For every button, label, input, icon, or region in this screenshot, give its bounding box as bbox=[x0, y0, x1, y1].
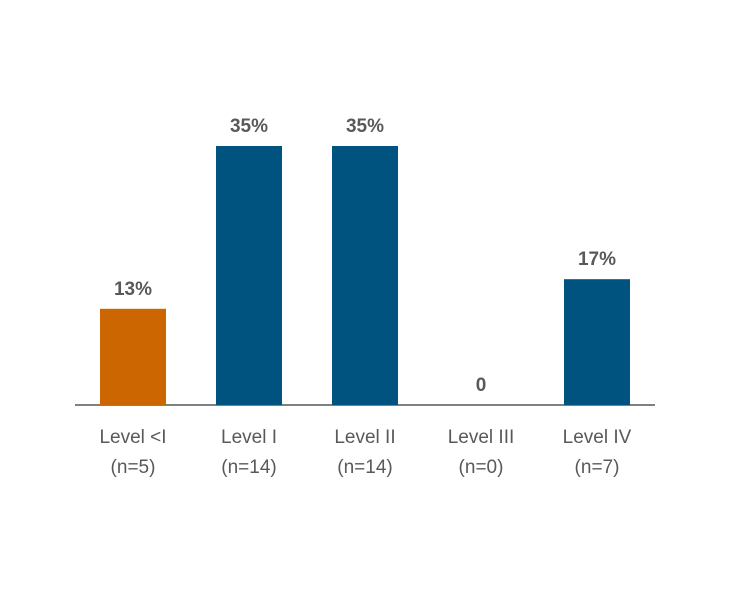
x-tick-label: (n=14) bbox=[221, 457, 276, 478]
x-tick-label: Level IV bbox=[563, 427, 632, 448]
x-tick-label: (n=7) bbox=[575, 457, 620, 478]
bar bbox=[332, 146, 398, 405]
x-tick-label: Level I bbox=[221, 427, 277, 448]
x-tick-label: Level <I bbox=[99, 427, 166, 448]
x-tick-label: Level III bbox=[448, 427, 515, 448]
x-tick-label: (n=14) bbox=[337, 457, 392, 478]
value-label: 0 bbox=[476, 375, 487, 396]
bar bbox=[564, 279, 630, 405]
value-label: 17% bbox=[578, 249, 616, 270]
bar bbox=[216, 146, 282, 405]
x-tick-label: (n=0) bbox=[459, 457, 504, 478]
value-label: 13% bbox=[114, 279, 152, 300]
value-label: 35% bbox=[346, 116, 384, 137]
x-tick-label: (n=5) bbox=[111, 457, 156, 478]
x-tick-label: Level II bbox=[334, 427, 395, 448]
value-label: 35% bbox=[230, 116, 268, 137]
bar bbox=[100, 308, 166, 405]
